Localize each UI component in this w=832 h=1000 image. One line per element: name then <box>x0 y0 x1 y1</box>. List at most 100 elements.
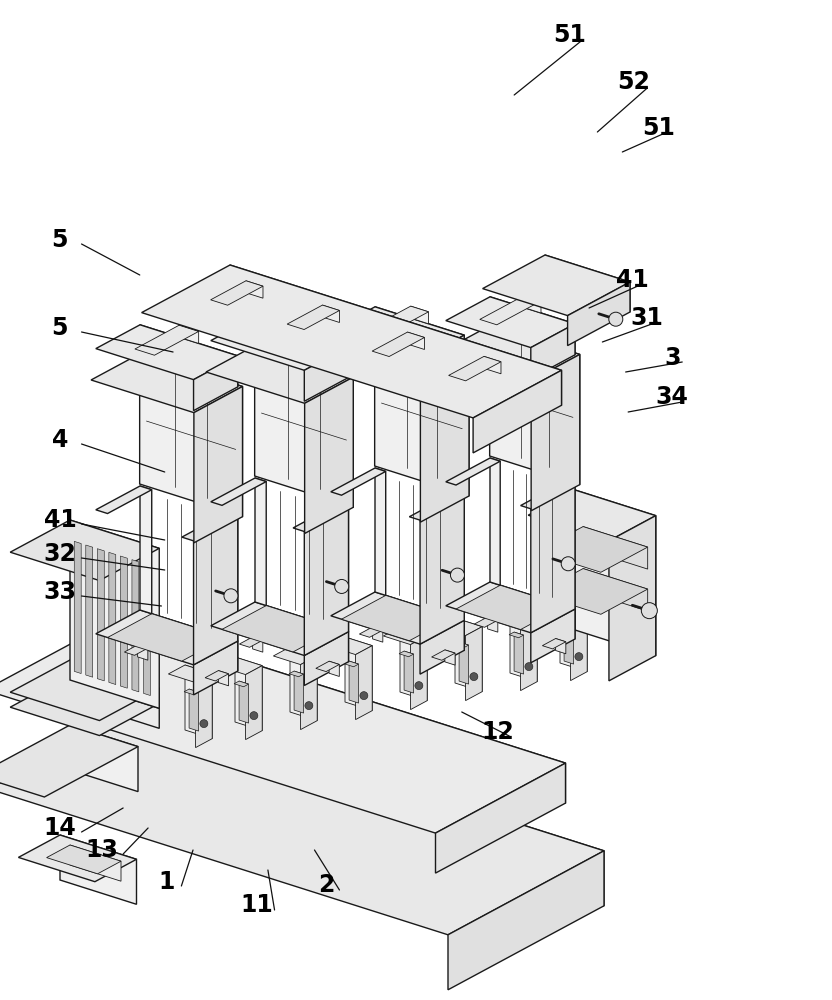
Polygon shape <box>0 620 566 833</box>
Circle shape <box>415 682 423 690</box>
Text: 11: 11 <box>240 893 273 917</box>
Polygon shape <box>438 618 483 636</box>
Polygon shape <box>305 347 349 401</box>
Text: 12: 12 <box>481 720 514 744</box>
Polygon shape <box>210 317 349 370</box>
Polygon shape <box>145 705 604 906</box>
Polygon shape <box>448 851 604 990</box>
Polygon shape <box>411 306 428 324</box>
Polygon shape <box>274 647 317 665</box>
Polygon shape <box>239 681 249 723</box>
Polygon shape <box>290 647 317 721</box>
Polygon shape <box>337 504 349 632</box>
Polygon shape <box>10 660 159 721</box>
Polygon shape <box>143 563 151 696</box>
Polygon shape <box>255 346 354 507</box>
Polygon shape <box>490 297 575 355</box>
Circle shape <box>305 702 313 710</box>
Polygon shape <box>531 485 575 633</box>
Polygon shape <box>206 671 229 681</box>
Polygon shape <box>115 620 566 803</box>
Polygon shape <box>583 569 647 611</box>
Polygon shape <box>10 675 159 736</box>
Polygon shape <box>490 458 500 585</box>
Polygon shape <box>531 324 575 379</box>
Polygon shape <box>305 632 349 686</box>
Polygon shape <box>255 478 266 606</box>
Polygon shape <box>121 556 127 688</box>
Polygon shape <box>521 617 537 691</box>
Polygon shape <box>453 493 464 620</box>
Polygon shape <box>490 326 580 485</box>
Polygon shape <box>97 549 104 681</box>
Polygon shape <box>521 482 575 509</box>
Polygon shape <box>323 305 339 322</box>
Polygon shape <box>571 607 587 681</box>
Polygon shape <box>255 317 349 377</box>
Polygon shape <box>537 527 647 572</box>
Polygon shape <box>234 681 249 687</box>
Polygon shape <box>404 651 414 693</box>
Text: 2: 2 <box>318 873 334 897</box>
Polygon shape <box>531 354 580 511</box>
Polygon shape <box>91 354 242 413</box>
Polygon shape <box>206 346 354 403</box>
Polygon shape <box>196 674 212 748</box>
Text: 4: 4 <box>52 428 68 452</box>
Polygon shape <box>70 660 159 708</box>
Polygon shape <box>109 552 116 685</box>
Polygon shape <box>210 602 349 656</box>
Polygon shape <box>432 650 455 660</box>
Polygon shape <box>141 265 562 418</box>
Polygon shape <box>132 560 139 692</box>
Text: 41: 41 <box>43 508 77 532</box>
Polygon shape <box>375 592 464 650</box>
Polygon shape <box>374 336 469 496</box>
Polygon shape <box>565 482 575 609</box>
Polygon shape <box>140 486 151 614</box>
Polygon shape <box>124 645 148 655</box>
Polygon shape <box>140 325 238 387</box>
Polygon shape <box>316 661 339 672</box>
Polygon shape <box>70 675 159 728</box>
Text: 33: 33 <box>43 580 77 604</box>
Polygon shape <box>556 639 566 654</box>
Polygon shape <box>474 617 498 627</box>
Polygon shape <box>490 582 575 639</box>
Text: 3: 3 <box>664 346 681 370</box>
Polygon shape <box>459 642 468 684</box>
Polygon shape <box>294 671 304 713</box>
Polygon shape <box>194 356 238 411</box>
Polygon shape <box>107 614 226 661</box>
Circle shape <box>334 579 349 593</box>
Text: 5: 5 <box>52 228 68 252</box>
Circle shape <box>641 603 657 619</box>
Text: 41: 41 <box>616 268 649 292</box>
Polygon shape <box>184 689 199 695</box>
Polygon shape <box>564 622 573 664</box>
Polygon shape <box>399 651 414 657</box>
Polygon shape <box>359 627 383 637</box>
Circle shape <box>575 653 583 661</box>
Polygon shape <box>410 636 427 710</box>
Polygon shape <box>384 627 427 645</box>
Polygon shape <box>179 325 199 343</box>
Polygon shape <box>528 490 656 541</box>
Polygon shape <box>300 656 317 730</box>
Circle shape <box>200 720 208 728</box>
Polygon shape <box>575 490 656 656</box>
Polygon shape <box>140 610 238 671</box>
Polygon shape <box>245 666 262 740</box>
Text: 51: 51 <box>553 23 587 47</box>
Polygon shape <box>408 332 424 349</box>
Circle shape <box>224 589 238 603</box>
Circle shape <box>470 673 478 681</box>
Polygon shape <box>537 569 647 614</box>
Text: 32: 32 <box>43 542 77 566</box>
Polygon shape <box>194 641 238 695</box>
Polygon shape <box>583 527 647 569</box>
Polygon shape <box>70 845 121 881</box>
Polygon shape <box>194 386 242 543</box>
Polygon shape <box>446 458 500 485</box>
Polygon shape <box>466 627 483 701</box>
